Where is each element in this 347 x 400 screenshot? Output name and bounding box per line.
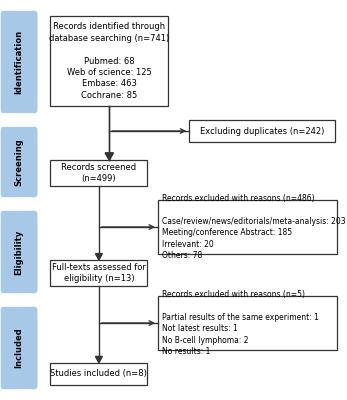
Text: Eligibility: Eligibility — [15, 229, 24, 275]
FancyBboxPatch shape — [158, 200, 337, 254]
Polygon shape — [95, 356, 102, 363]
Text: Identification: Identification — [15, 30, 24, 94]
Text: Records excluded with reasons (n=5)

Partial results of the same experiment: 1
N: Records excluded with reasons (n=5) Part… — [162, 290, 319, 356]
Polygon shape — [106, 154, 113, 160]
FancyBboxPatch shape — [50, 363, 147, 385]
Polygon shape — [95, 254, 102, 260]
FancyBboxPatch shape — [1, 127, 37, 197]
FancyBboxPatch shape — [50, 160, 147, 186]
FancyBboxPatch shape — [158, 296, 337, 350]
FancyBboxPatch shape — [1, 307, 37, 389]
FancyBboxPatch shape — [1, 211, 37, 293]
FancyBboxPatch shape — [189, 120, 335, 142]
Text: Full-texts assessed for
eligibility (n=13): Full-texts assessed for eligibility (n=1… — [52, 263, 146, 283]
Text: Screening: Screening — [15, 138, 24, 186]
Text: Records identified through
database searching (n=741)

Pubmed: 68
Web of science: Records identified through database sear… — [49, 22, 169, 100]
FancyBboxPatch shape — [50, 16, 168, 106]
FancyBboxPatch shape — [50, 260, 147, 286]
Text: Excluding duplicates (n=242): Excluding duplicates (n=242) — [200, 126, 324, 136]
Polygon shape — [105, 153, 113, 160]
Text: Records screened
(n=499): Records screened (n=499) — [61, 163, 136, 183]
Text: Included: Included — [15, 328, 24, 368]
Text: Studies included (n=8): Studies included (n=8) — [50, 369, 147, 378]
FancyBboxPatch shape — [1, 11, 37, 113]
Text: Records excluded with reasons (n=486)

Case/review/news/editorials/meta-analysis: Records excluded with reasons (n=486) Ca… — [162, 194, 346, 260]
